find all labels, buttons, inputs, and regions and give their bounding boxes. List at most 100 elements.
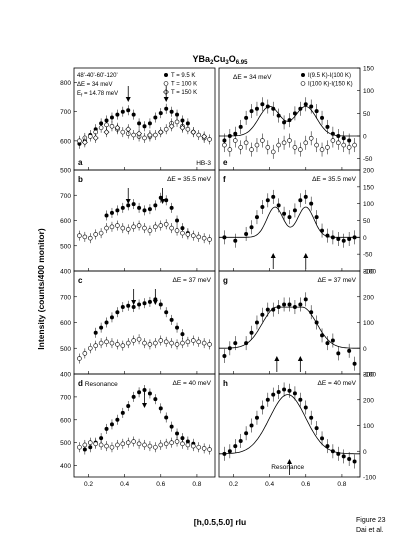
data-point-g [303,297,308,302]
data-point-e [265,145,271,150]
data-point-d [207,447,212,452]
y-tick-label-f: 0 [363,235,367,242]
data-point-c [201,340,207,346]
data-point-h [265,397,270,402]
data-point-f [314,215,319,220]
y-tick-label-a: 700 [60,109,71,116]
data-point-c [109,340,115,346]
energy-label-e: ΔE = 34 meV [233,74,272,81]
data-point-e [308,135,314,141]
data-point-c [126,303,131,308]
data-point-h [244,431,249,436]
data-point-c [164,310,169,315]
data-point-e [341,142,347,148]
data-point-d [99,436,104,441]
data-point-c [120,305,125,310]
panel-d: 400 500 600 700 0.2 0.4 0.6 0.8 d ΔE = 40 meV Reso… [60,373,216,488]
data-point-h [271,392,276,397]
arrow-down-head-b [125,199,131,204]
data-point-c [131,305,136,310]
data-point-c [82,351,88,356]
data-point-d [142,442,147,448]
data-point-f [260,205,265,210]
data-point-b [164,198,169,203]
data-point-h [282,387,287,392]
panel-c: 400 500 600 700 c ΔE = 37 meV [60,270,216,379]
data-point-a [114,124,121,131]
data-point-d [137,390,142,395]
data-point-a [146,132,153,138]
data-point-d [109,422,114,427]
data-point-d [93,441,98,447]
arrow-up-head-g [297,356,303,361]
data-point-c [142,340,147,346]
data-point-a [142,124,147,129]
final-energy-note: Ef = 14.78 meV [77,91,118,98]
data-point-e [276,113,281,118]
data-point-f [222,235,227,240]
data-point-d [115,417,120,422]
y-tick-label-h: 200 [363,397,374,404]
data-point-h [254,415,259,420]
data-point-e [276,142,281,148]
y-tick-label-c: 600 [60,320,71,327]
data-point-f [320,228,325,233]
x-tick-label-h: 0.2 [229,481,238,488]
data-point-b [169,205,174,210]
legend-marker-a [163,81,169,86]
data-point-a [120,109,125,114]
data-point-a [137,121,142,126]
data-point-f [298,198,303,203]
data-point-a [175,112,180,117]
fit-curve-g [219,306,360,349]
figure-caption-authors: Dai et al. [356,527,384,534]
data-point-g [260,312,265,317]
data-point-e [314,109,319,114]
data-point-b [120,205,125,210]
data-point-c [147,342,153,347]
data-point-d [142,388,147,393]
y-tick-label-a: 500 [60,168,71,175]
data-point-b [87,235,93,241]
data-point-b [104,213,109,218]
data-point-h [298,397,303,402]
data-point-a [104,122,109,128]
data-point-a [103,129,110,136]
data-point-b [175,218,180,223]
y-tick-label-e: 100 [363,88,374,95]
data-point-b [93,232,98,237]
data-point-a [168,123,175,130]
data-point-h [260,405,265,410]
x-tick-label-d: 0.6 [156,481,165,488]
data-point-b [109,210,114,215]
data-point-d [153,444,158,450]
y-tick-label-h: 0 [363,449,367,456]
data-point-f [325,233,330,238]
y-tick-label-h: -100 [363,475,376,482]
data-point-b [109,224,115,230]
data-point-h [320,436,325,441]
data-point-b [120,225,126,231]
data-point-d [169,440,174,445]
data-point-e [346,145,352,150]
data-point-d [185,442,191,448]
data-point-b [191,233,196,238]
data-point-g [282,302,287,307]
data-point-e [232,138,238,143]
data-point-b [207,237,212,242]
data-point-g [309,310,314,315]
data-point-b [158,223,164,228]
data-point-c [175,325,180,330]
panel-letter-f: f [223,175,226,184]
data-point-c [174,342,180,347]
data-point-c [191,338,196,343]
data-point-b [131,202,136,207]
data-point-g [249,330,254,335]
data-point-h [347,456,352,461]
data-point-d [180,441,185,447]
data-point-c [125,340,131,346]
arrow-down-head-b [160,199,166,204]
data-point-e [303,140,309,146]
data-point-b [131,224,136,230]
